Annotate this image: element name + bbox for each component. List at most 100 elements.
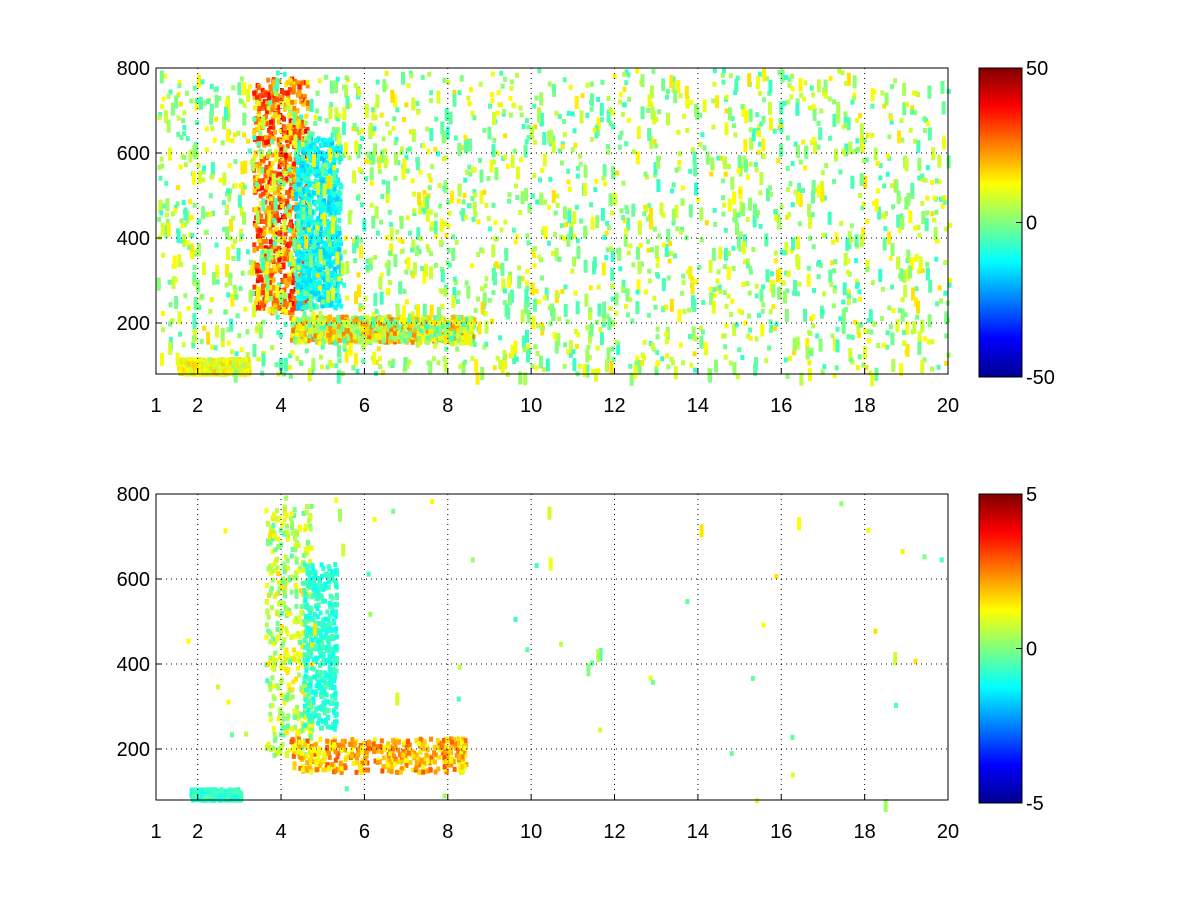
heatmap-cell bbox=[443, 335, 448, 341]
heatmap-cell bbox=[354, 316, 359, 322]
heatmap-cell bbox=[366, 339, 371, 345]
heatmap-cell bbox=[446, 199, 451, 205]
heatmap-cell bbox=[575, 301, 580, 315]
heatmap-cell bbox=[917, 331, 922, 345]
heatmap-cell bbox=[894, 180, 899, 194]
heatmap-cell bbox=[456, 320, 461, 326]
heatmap-cell bbox=[460, 319, 465, 325]
heatmap-cell bbox=[386, 323, 391, 329]
heatmap-cell bbox=[309, 230, 314, 236]
heatmap-cell bbox=[230, 138, 235, 144]
heatmap-cell bbox=[472, 201, 477, 215]
heatmap-cell bbox=[539, 192, 544, 206]
heatmap-cell bbox=[267, 135, 272, 141]
heatmap-cell bbox=[177, 254, 182, 268]
heatmap-cell bbox=[888, 324, 893, 330]
heatmap-cell bbox=[288, 124, 293, 130]
heatmap-cell bbox=[277, 282, 282, 288]
heatmap-cell bbox=[846, 293, 851, 299]
heatmap-cell bbox=[364, 326, 369, 332]
heatmap-cell bbox=[266, 248, 271, 262]
heatmap-cell bbox=[296, 115, 301, 121]
heatmap-cell bbox=[743, 139, 748, 153]
heatmap-cell bbox=[722, 264, 727, 270]
heatmap-cell bbox=[389, 243, 394, 257]
heatmap-cell bbox=[305, 278, 310, 284]
heatmap-cell bbox=[724, 323, 729, 329]
heatmap-cell bbox=[266, 77, 271, 83]
heatmap-cell bbox=[293, 339, 298, 345]
heatmap-cell bbox=[589, 202, 594, 208]
heatmap-cell bbox=[371, 130, 376, 136]
heatmap-cell bbox=[258, 228, 263, 234]
heatmap-cell bbox=[259, 306, 264, 312]
heatmap-cell bbox=[465, 169, 470, 175]
heatmap-cell bbox=[317, 223, 322, 229]
heatmap-cell bbox=[281, 90, 286, 96]
heatmap-cell bbox=[500, 360, 505, 373]
heatmap-cell bbox=[435, 151, 440, 157]
heatmap-cell bbox=[362, 316, 367, 322]
heatmap-cell bbox=[906, 193, 911, 207]
heatmap-cell bbox=[300, 130, 305, 136]
heatmap-cell bbox=[498, 360, 503, 366]
heatmap-cell bbox=[333, 236, 338, 242]
heatmap-cell bbox=[193, 329, 198, 343]
heatmap-cell bbox=[168, 341, 173, 355]
heatmap-cell bbox=[270, 161, 275, 167]
heatmap-cell bbox=[443, 339, 448, 345]
heatmap-cell bbox=[275, 107, 280, 113]
heatmap-cell bbox=[784, 270, 789, 276]
heatmap-cell bbox=[334, 177, 339, 183]
heatmap-cell bbox=[239, 211, 244, 217]
heatmap-cell bbox=[404, 154, 409, 160]
heatmap-cell bbox=[371, 337, 376, 343]
heatmap-cell bbox=[288, 236, 293, 242]
heatmap-cell bbox=[404, 102, 409, 108]
heatmap-cell bbox=[338, 148, 343, 154]
heatmap-cell bbox=[260, 87, 265, 93]
heatmap-cell bbox=[521, 335, 526, 349]
heatmap-cell bbox=[266, 95, 271, 101]
heatmap-cell bbox=[363, 158, 368, 164]
heatmap-cell bbox=[328, 189, 333, 195]
heatmap-cell bbox=[277, 245, 282, 251]
heatmap-cell bbox=[183, 162, 188, 168]
heatmap-cell bbox=[846, 289, 851, 295]
heatmap-cell bbox=[316, 263, 321, 269]
heatmap-cell bbox=[927, 314, 932, 328]
heatmap-cell bbox=[634, 360, 639, 366]
heatmap-cell bbox=[252, 134, 257, 140]
heatmap-cell bbox=[371, 311, 376, 317]
heatmap-cell bbox=[844, 143, 849, 157]
heatmap-cell bbox=[276, 217, 281, 223]
heatmap-cell bbox=[635, 68, 640, 74]
heatmap-cell bbox=[331, 203, 336, 209]
heatmap-cell bbox=[861, 227, 866, 241]
heatmap-cell bbox=[844, 80, 849, 86]
heatmap-cell bbox=[913, 257, 918, 263]
heatmap-cell bbox=[677, 159, 682, 165]
heatmap-cell bbox=[356, 330, 361, 336]
heatmap-cell bbox=[797, 221, 802, 227]
heatmap-cell bbox=[531, 252, 536, 258]
heatmap-cells-top bbox=[156, 68, 952, 387]
heatmap-cell bbox=[735, 75, 740, 81]
heatmap-cell bbox=[316, 257, 321, 263]
heatmap-cell bbox=[501, 111, 506, 117]
heatmap-cell bbox=[329, 140, 334, 146]
heatmap-cell bbox=[315, 108, 320, 114]
heatmap-cell bbox=[768, 191, 773, 197]
heatmap-cell bbox=[277, 191, 282, 197]
heatmap-cell bbox=[308, 149, 313, 155]
heatmap-cell bbox=[275, 104, 280, 110]
heatmap-cell bbox=[316, 236, 321, 242]
heatmap-cell bbox=[463, 134, 468, 140]
heatmap-cell bbox=[808, 215, 813, 229]
heatmap-cell bbox=[326, 281, 331, 287]
heatmap-cell bbox=[567, 210, 572, 224]
heatmap-cell bbox=[518, 371, 523, 385]
heatmap-cell bbox=[263, 188, 268, 194]
heatmap-cell bbox=[263, 173, 268, 179]
